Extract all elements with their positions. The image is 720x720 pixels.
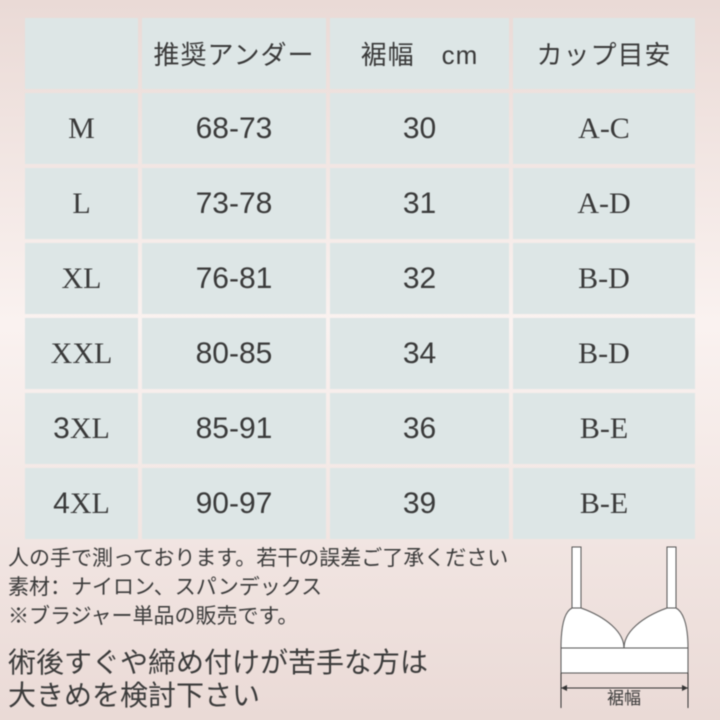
svg-text:裾幅: 裾幅 [607, 689, 641, 708]
